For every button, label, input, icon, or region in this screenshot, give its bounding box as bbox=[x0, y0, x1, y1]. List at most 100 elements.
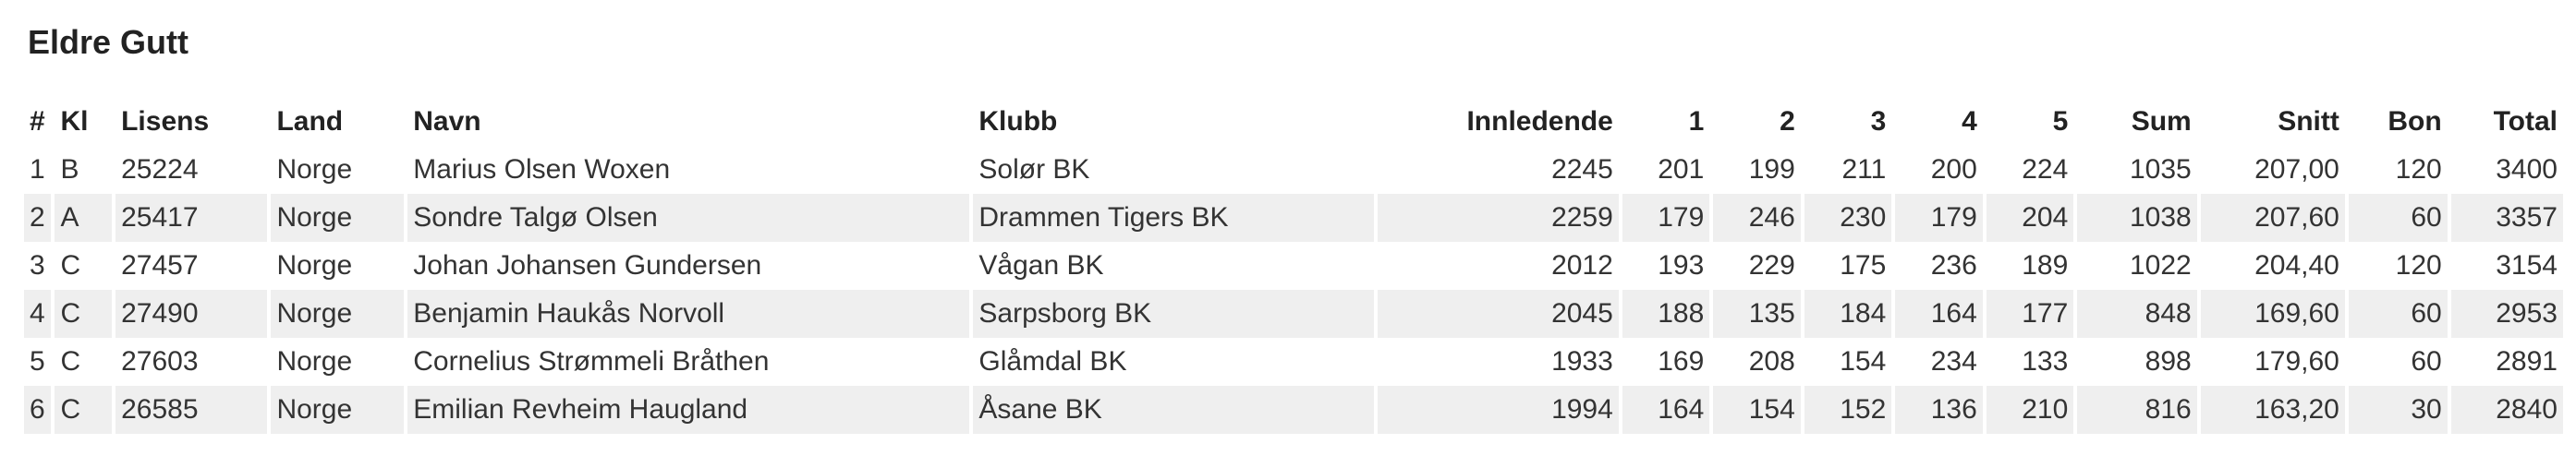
cell-sum: 1035 bbox=[2129, 154, 2192, 185]
cell-game-1: 179 bbox=[1622, 194, 1710, 242]
cell-club: Solør BK bbox=[978, 154, 1090, 185]
cell-license: 25417 bbox=[115, 194, 268, 242]
cell-qualifying: 2045 bbox=[1377, 290, 1619, 338]
cell-game-5: 210 bbox=[1986, 386, 2074, 434]
cell-average: 163,20 bbox=[2200, 386, 2345, 434]
cell-bonus: 60 bbox=[2348, 194, 2448, 242]
cell-total: 3357 bbox=[2450, 194, 2563, 242]
cell-game-1: 164 bbox=[1622, 386, 1710, 434]
cell-license: 25224 bbox=[121, 154, 199, 185]
cell-name: Johan Johansen Gundersen bbox=[413, 250, 762, 281]
cell-average: 179,60 bbox=[2254, 346, 2339, 377]
page-title: Eldre Gutt bbox=[28, 23, 189, 61]
cell-game-5: 189 bbox=[2022, 250, 2069, 281]
cell-name: Marius Olsen Woxen bbox=[413, 154, 671, 185]
cell-game-4: 164 bbox=[1895, 290, 1983, 338]
cell-bonus: 60 bbox=[2348, 290, 2448, 338]
table-row: 3 C 27457 Norge Johan Johansen Gundersen… bbox=[24, 242, 2563, 290]
cell-bonus: 30 bbox=[2348, 386, 2448, 434]
col-header-game-1: 1 bbox=[1688, 106, 1705, 137]
cell-license: 27457 bbox=[121, 250, 199, 281]
cell-name: Cornelius Strømmeli Bråthen bbox=[413, 346, 770, 377]
cell-country: Norge bbox=[276, 346, 353, 377]
cell-qualifying: 1994 bbox=[1377, 386, 1619, 434]
cell-rank: 4 bbox=[24, 290, 52, 338]
cell-game-5: 224 bbox=[2022, 154, 2069, 185]
col-header-sum: Sum bbox=[2131, 106, 2192, 137]
cell-club: Glåmdal BK bbox=[978, 346, 1127, 377]
cell-game-4: 200 bbox=[1930, 154, 1977, 185]
cell-game-4: 234 bbox=[1930, 346, 1977, 377]
col-header-average: Snitt bbox=[2278, 106, 2339, 137]
cell-total: 2891 bbox=[2496, 346, 2558, 377]
cell-license: 27603 bbox=[121, 346, 199, 377]
cell-class: C bbox=[55, 386, 113, 434]
col-header-license: Lisens bbox=[121, 106, 210, 137]
cell-bonus: 60 bbox=[2411, 346, 2442, 377]
cell-game-3: 184 bbox=[1804, 290, 1892, 338]
cell-total: 3154 bbox=[2496, 250, 2558, 281]
cell-game-4: 236 bbox=[1930, 250, 1977, 281]
cell-sum: 898 bbox=[2145, 346, 2192, 377]
col-header-game-5: 5 bbox=[2052, 106, 2069, 137]
cell-country: Norge bbox=[271, 290, 405, 338]
col-header-bonus: Bon bbox=[2388, 106, 2442, 137]
table-row: 6 C 26585 Norge Emilian Revheim Haugland… bbox=[24, 386, 2563, 434]
cell-game-2: 154 bbox=[1713, 386, 1801, 434]
col-header-game-3: 3 bbox=[1870, 106, 1887, 137]
cell-class: A bbox=[55, 194, 113, 242]
cell-rank: 3 bbox=[30, 250, 45, 281]
cell-average: 204,40 bbox=[2254, 250, 2339, 281]
header-row: # Kl Lisens Land Navn Klubb Innledende 1… bbox=[24, 98, 2563, 146]
cell-game-1: 188 bbox=[1622, 290, 1710, 338]
cell-game-3: 175 bbox=[1840, 250, 1887, 281]
cell-game-2: 229 bbox=[1748, 250, 1795, 281]
cell-club: Vågan BK bbox=[978, 250, 1104, 281]
cell-average: 207,00 bbox=[2254, 154, 2339, 185]
table-row: 4 C 27490 Norge Benjamin Haukås Norvoll … bbox=[24, 290, 2563, 338]
cell-game-5: 177 bbox=[1986, 290, 2074, 338]
cell-class: C bbox=[60, 250, 81, 281]
cell-class: C bbox=[60, 346, 81, 377]
cell-game-2: 246 bbox=[1713, 194, 1801, 242]
table-row: 1 B 25224 Norge Marius Olsen Woxen Solør… bbox=[24, 146, 2563, 194]
cell-country: Norge bbox=[271, 386, 405, 434]
cell-country: Norge bbox=[271, 194, 405, 242]
cell-name: Sondre Talgø Olsen bbox=[407, 194, 970, 242]
cell-game-1: 201 bbox=[1658, 154, 1705, 185]
cell-game-3: 230 bbox=[1804, 194, 1892, 242]
cell-qualifying: 1933 bbox=[1551, 346, 1613, 377]
cell-average: 207,60 bbox=[2200, 194, 2345, 242]
cell-game-3: 152 bbox=[1804, 386, 1892, 434]
col-header-game-2: 2 bbox=[1780, 106, 1795, 137]
cell-country: Norge bbox=[276, 154, 353, 185]
table-row: 5 C 27603 Norge Cornelius Strømmeli Bråt… bbox=[24, 338, 2563, 386]
cell-sum: 816 bbox=[2077, 386, 2197, 434]
cell-sum: 848 bbox=[2077, 290, 2197, 338]
cell-rank: 1 bbox=[30, 154, 45, 185]
cell-sum: 1038 bbox=[2077, 194, 2197, 242]
cell-sum: 1022 bbox=[2129, 250, 2192, 281]
cell-game-2: 208 bbox=[1748, 346, 1795, 377]
cell-qualifying: 2012 bbox=[1551, 250, 1613, 281]
cell-game-2: 199 bbox=[1748, 154, 1795, 185]
cell-club: Sarpsborg BK bbox=[973, 290, 1374, 338]
cell-name: Emilian Revheim Haugland bbox=[407, 386, 970, 434]
cell-game-4: 136 bbox=[1895, 386, 1983, 434]
cell-game-2: 135 bbox=[1713, 290, 1801, 338]
col-header-total: Total bbox=[2493, 106, 2558, 137]
cell-country: Norge bbox=[276, 250, 353, 281]
cell-game-5: 204 bbox=[1986, 194, 2074, 242]
cell-rank: 5 bbox=[30, 346, 45, 377]
cell-license: 26585 bbox=[115, 386, 268, 434]
cell-class: C bbox=[55, 290, 113, 338]
cell-bonus: 120 bbox=[2395, 154, 2442, 185]
cell-game-1: 193 bbox=[1658, 250, 1705, 281]
col-header-game-4: 4 bbox=[1962, 106, 1977, 137]
col-header-qualifying: Innledende bbox=[1466, 106, 1613, 137]
cell-license: 27490 bbox=[115, 290, 268, 338]
cell-game-3: 211 bbox=[1841, 154, 1887, 185]
cell-rank: 2 bbox=[24, 194, 52, 242]
cell-total: 2840 bbox=[2450, 386, 2563, 434]
